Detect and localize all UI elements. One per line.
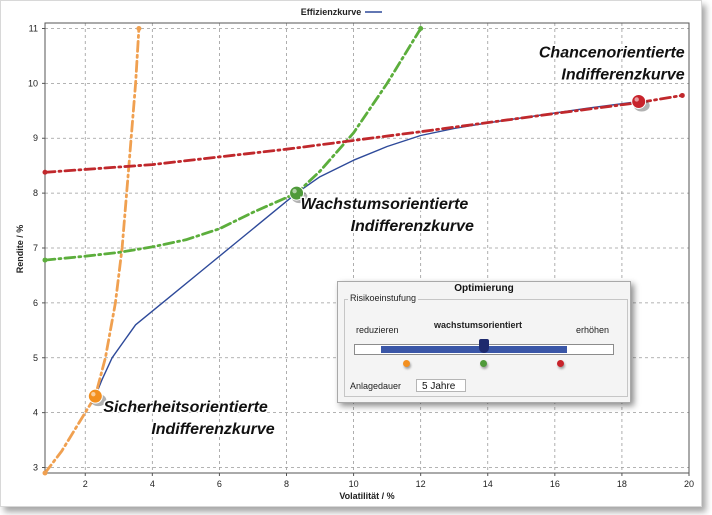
- x-axis-label: Volatilität / %: [339, 491, 394, 501]
- reduce-label[interactable]: reduzieren: [356, 325, 399, 335]
- y-tick-label: 9: [33, 133, 38, 143]
- x-tick-label: 12: [416, 479, 426, 489]
- risk-level-dot: [557, 360, 565, 367]
- y-tick-label: 11: [29, 23, 38, 33]
- x-tick-label: 6: [217, 479, 222, 489]
- efficiency-chart: 2 4 6 8 10 12 14 16 18 20 3 4 5 6 7 8 9 10 11 Sicherheitso…: [15, 7, 694, 501]
- x-tick-label: 4: [150, 479, 155, 489]
- risk-level-dot: [402, 360, 410, 367]
- series-end-dot: [418, 25, 424, 31]
- increase-label[interactable]: erhöhen: [576, 325, 610, 335]
- risk-slider-thumb[interactable]: [479, 339, 489, 353]
- series-end-dot: [42, 470, 48, 476]
- safety-indifference-curve: [43, 27, 141, 475]
- y-tick-label: 5: [33, 353, 38, 363]
- point-markers: [87, 93, 650, 407]
- chart-title: Effizienzkurve: [301, 7, 362, 17]
- annotations: Sicherheitsorientierte Indifferenzkurve Wa…: [102, 43, 686, 440]
- marker-highlight: [634, 97, 639, 102]
- risk-slider-fill: [380, 346, 567, 353]
- growth-indifference-curve: [43, 27, 423, 262]
- x-tick-label: 16: [550, 479, 560, 489]
- series-lines: [42, 25, 685, 476]
- duration-label: Anlagedauer: [350, 381, 402, 391]
- x-tick-label: 18: [617, 479, 627, 489]
- y-tick-label: 10: [28, 78, 38, 88]
- y-tick-label: 3: [33, 463, 38, 473]
- marker-point: [631, 93, 647, 109]
- annotation-line: Indifferenzkurve: [561, 66, 684, 83]
- risk-slider-track[interactable]: [354, 339, 614, 355]
- y-tick-label: 7: [33, 243, 38, 253]
- x-tick-label: 10: [349, 479, 359, 489]
- annotation-line: Chancenorientierte: [539, 44, 685, 61]
- series-end-dot: [679, 92, 685, 98]
- legend: Effizienzkurve: [301, 7, 382, 17]
- optimization-panel: Optimierung Risikoeinstufung reduzieren …: [337, 281, 631, 403]
- axis-ticks: 2 4 6 8 10 12 14 16 18 20 3 4 5 6 7 8 9 10 11: [28, 23, 694, 489]
- risk-profile-label: wachstumsorientiert: [434, 320, 523, 330]
- series-end-dot: [42, 257, 48, 263]
- duration-field[interactable]: 5 Jahre: [416, 379, 466, 392]
- annotation-line: Sicherheitsorientierte: [103, 399, 268, 416]
- x-tick-label: 14: [483, 479, 493, 489]
- x-tick-label: 2: [83, 479, 88, 489]
- y-tick-label: 8: [33, 188, 38, 198]
- annotation-line: Wachstumsorientierte: [301, 196, 469, 213]
- y-tick-label: 4: [33, 408, 38, 418]
- series-end-dot: [42, 169, 48, 175]
- x-tick-label: 20: [684, 479, 694, 489]
- marker-point: [87, 388, 103, 404]
- series-end-dot: [136, 25, 142, 31]
- risk-level-dot: [480, 360, 487, 367]
- annotation-line: Indifferenzkurve: [351, 218, 474, 235]
- risk-group-label: Risikoeinstufung: [348, 293, 419, 303]
- marker-highlight: [91, 391, 96, 397]
- annotation-line: Indifferenzkurve: [151, 421, 274, 438]
- y-axis-label: Rendite / %: [15, 225, 25, 274]
- risk-group: [344, 299, 628, 397]
- y-tick-label: 6: [33, 298, 38, 308]
- x-tick-label: 8: [284, 479, 289, 489]
- opportunity-indifference-curve: [43, 94, 684, 174]
- marker-highlight: [292, 188, 297, 194]
- panel-title: Optimierung: [454, 283, 514, 294]
- chart-window: 2 4 6 8 10 12 14 16 18 20 3 4 5 6 7 8 9 10 11 Sicherheitso…: [0, 0, 702, 507]
